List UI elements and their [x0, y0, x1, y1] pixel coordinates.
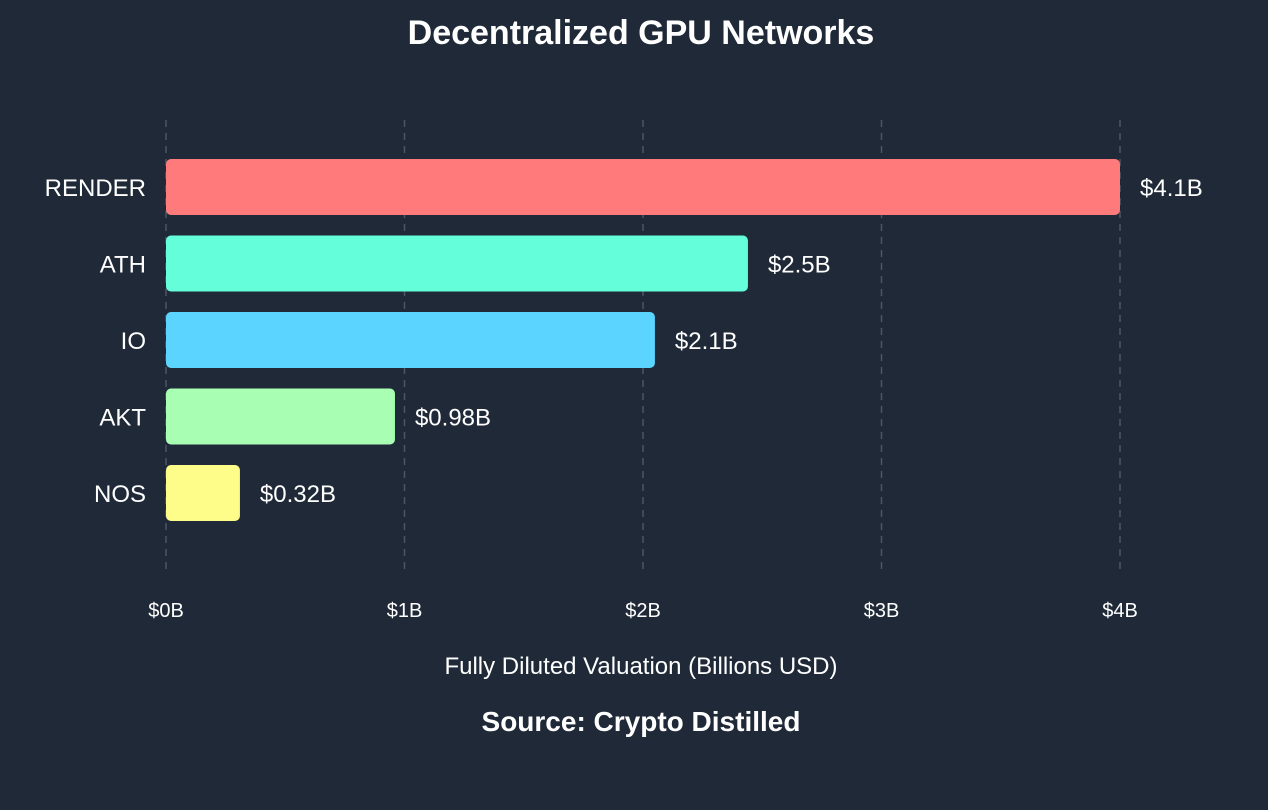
x-tick-label: $4B [1102, 600, 1138, 622]
x-axis-ticks: $0B $1B $2B $3B $4B [148, 600, 1138, 622]
bar-render [166, 159, 1120, 215]
x-tick-label: $3B [864, 600, 900, 622]
category-labels: RENDER ATH IO AKT NOS [45, 175, 147, 508]
value-label-nos: $0.32B [260, 481, 336, 508]
category-label-io: IO [121, 328, 146, 355]
chart-title: Decentralized GPU Networks [408, 14, 875, 52]
x-tick-label: $1B [387, 600, 423, 622]
value-label-ath: $2.5B [768, 252, 831, 279]
value-labels: $4.1B $2.5B $2.1B $0.98B $0.32B [260, 175, 1203, 508]
bar-ath [166, 235, 748, 292]
x-tick-label: $2B [625, 600, 661, 622]
category-label-render: RENDER [45, 175, 146, 202]
bars [166, 159, 1120, 521]
bar-akt [166, 388, 395, 445]
source-note: Source: Crypto Distilled [482, 706, 801, 737]
bar-io [166, 312, 655, 368]
bar-nos [166, 465, 240, 521]
value-label-render: $4.1B [1140, 175, 1203, 202]
x-axis-title: Fully Diluted Valuation (Billions USD) [444, 653, 837, 680]
category-label-nos: NOS [94, 481, 146, 508]
category-label-ath: ATH [100, 252, 146, 279]
value-label-io: $2.1B [675, 328, 738, 355]
x-tick-label: $0B [148, 600, 184, 622]
value-label-akt: $0.98B [415, 405, 491, 432]
category-label-akt: AKT [99, 405, 146, 432]
